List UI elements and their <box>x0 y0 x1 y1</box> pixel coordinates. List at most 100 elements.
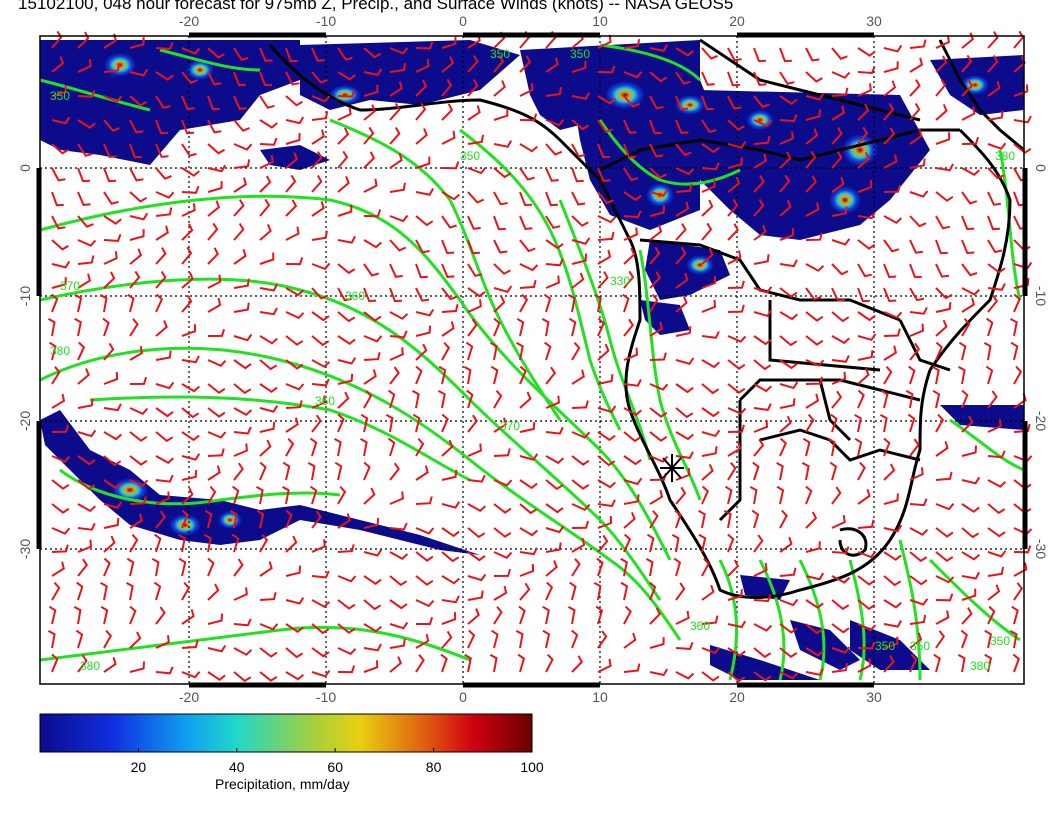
wind-barb <box>597 167 611 182</box>
wind-barb <box>987 527 1006 538</box>
wind-barb <box>1013 582 1024 601</box>
wind-barb <box>415 365 423 385</box>
wind-barb <box>155 455 175 465</box>
wind-barb <box>909 79 921 97</box>
lon-tick-label: -10 <box>316 689 336 705</box>
wind-barb <box>909 498 928 507</box>
wind-barb <box>103 403 122 412</box>
wind-barb <box>389 347 404 361</box>
wind-barb <box>311 111 329 121</box>
wind-barb <box>883 575 902 587</box>
wind-barb <box>311 570 330 579</box>
wind-barb <box>363 643 382 652</box>
wind-barb <box>779 71 795 85</box>
wind-barb <box>753 647 772 659</box>
wind-barb <box>51 167 66 182</box>
wind-barb <box>883 287 897 303</box>
wind-barb <box>207 181 223 193</box>
wind-barb <box>779 335 798 347</box>
wind-barb <box>389 462 400 481</box>
wind-barb <box>77 479 96 491</box>
wind-barb <box>593 582 602 601</box>
wind-barb <box>516 342 524 361</box>
wind-barb <box>675 486 687 505</box>
wind-barb <box>77 273 92 289</box>
wind-barb <box>181 71 198 84</box>
wind-barb <box>857 461 866 481</box>
wind-barb <box>233 95 247 110</box>
lat-tick-label: -10 <box>17 286 33 306</box>
wind-barb <box>805 359 825 367</box>
wind-barb <box>441 527 460 538</box>
wind-barb <box>415 308 435 317</box>
wind-barb <box>76 581 84 601</box>
wind-barb <box>908 365 916 385</box>
wind-barb <box>779 228 795 241</box>
wind-barb <box>363 287 377 303</box>
wind-barb <box>984 629 993 649</box>
wind-barb <box>675 326 692 337</box>
longitude-ticks-bottom: -20 -10 0 10 20 30 <box>179 689 882 705</box>
lat-tick-label: -20 <box>1033 411 1049 431</box>
wind-barb <box>285 199 298 217</box>
wind-barb <box>389 551 409 561</box>
wind-barb <box>961 106 976 121</box>
wind-barb <box>285 311 305 320</box>
wind-barb <box>360 413 369 433</box>
wind-barb <box>671 534 680 553</box>
wind-barb <box>181 185 200 194</box>
wind-barb <box>181 383 200 393</box>
contour-label: 370 <box>500 419 520 433</box>
wind-barb <box>701 247 714 265</box>
wind-barb <box>51 653 59 673</box>
wind-barb <box>311 201 325 217</box>
wind-barb <box>259 405 279 413</box>
wind-barb <box>207 644 227 653</box>
wind-barb <box>595 605 604 625</box>
wind-barb <box>51 582 61 601</box>
wind-barb <box>51 215 66 230</box>
wind-barb <box>649 407 668 418</box>
contour-label: 350 <box>990 634 1010 648</box>
wind-barb <box>961 287 981 296</box>
wind-barb <box>285 116 305 125</box>
wind-barb <box>441 413 449 433</box>
wind-barb <box>103 455 122 467</box>
wind-barb <box>259 534 269 553</box>
wind-barb <box>519 391 532 409</box>
wind-barb <box>545 191 558 207</box>
wind-barb <box>311 129 325 145</box>
wind-barb <box>1010 318 1018 337</box>
wind-barb <box>701 299 717 313</box>
wind-barb <box>233 618 252 627</box>
wind-barb <box>490 342 498 361</box>
wind-barb <box>831 176 845 193</box>
wind-barb <box>623 407 642 417</box>
wind-barb <box>935 503 955 511</box>
wind-barb <box>984 653 993 673</box>
wind-barb <box>597 119 613 133</box>
wind-barb <box>493 167 512 179</box>
wind-barb <box>567 606 576 625</box>
wind-barb <box>490 365 499 385</box>
contour-label: 360 <box>690 619 710 633</box>
wind-barb <box>935 471 953 481</box>
wind-barb <box>51 424 70 433</box>
wind-barb <box>441 469 458 481</box>
wind-barb <box>181 671 201 679</box>
wind-barb <box>415 527 435 535</box>
wind-barb <box>51 544 69 553</box>
wind-barb <box>103 95 123 103</box>
wind-barb <box>259 592 277 601</box>
wind-barb <box>933 653 941 673</box>
wind-barb <box>493 585 508 601</box>
wind-barb <box>181 294 193 313</box>
wind-barb <box>753 534 764 553</box>
wind-barb <box>727 559 740 577</box>
wind-barb <box>337 263 356 275</box>
wind-barb <box>701 615 719 625</box>
wind-barb <box>727 95 742 110</box>
wind-barb <box>649 668 669 677</box>
wind-barb <box>129 345 144 361</box>
wind-barb <box>909 323 925 337</box>
